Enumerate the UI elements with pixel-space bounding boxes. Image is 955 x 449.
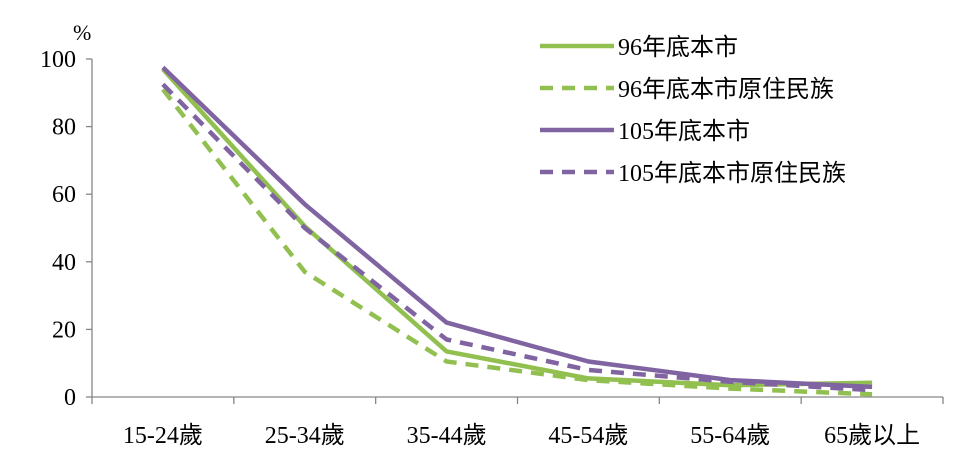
x-tick-label: 25-34歲 <box>265 422 345 449</box>
y-unit-label: % <box>73 20 91 45</box>
legend-label: 96年底本市原住民族 <box>618 76 834 103</box>
x-tick-label: 55-64歲 <box>690 422 770 449</box>
x-tick-label: 65歲以上 <box>824 422 920 449</box>
series-line-3 <box>161 65 873 390</box>
x-tick-label: 15-24歲 <box>123 422 203 449</box>
axes <box>91 59 943 398</box>
y-tick-label: 40 <box>52 250 76 276</box>
y-tick-label: 0 <box>64 385 76 411</box>
series-line-2 <box>161 88 873 397</box>
series-line-4 <box>161 82 873 393</box>
series-line-1 <box>161 67 873 388</box>
x-ticks: 15-24歲 25-34歲 35-44歲 45-54歲 55-64歲 65歲以上 <box>91 397 944 449</box>
y-ticks: 0 20 40 60 80 100 <box>40 47 92 411</box>
legend-label: 105年底本市原住民族 <box>618 160 846 187</box>
y-tick-label: 80 <box>52 115 76 141</box>
legend-label: 105年底本市 <box>618 118 750 145</box>
legend-label: 96年底本市 <box>618 34 738 61</box>
legend: 96年底本市 96年底本市原住民族 105年底本市 105年底本市原住民族 <box>540 34 846 187</box>
y-tick-label: 100 <box>40 47 76 73</box>
x-tick-label: 35-44歲 <box>407 422 487 449</box>
x-tick-label: 45-54歲 <box>548 422 628 449</box>
series-lines <box>161 65 873 397</box>
y-tick-label: 60 <box>52 182 76 208</box>
y-tick-label: 20 <box>52 317 76 343</box>
